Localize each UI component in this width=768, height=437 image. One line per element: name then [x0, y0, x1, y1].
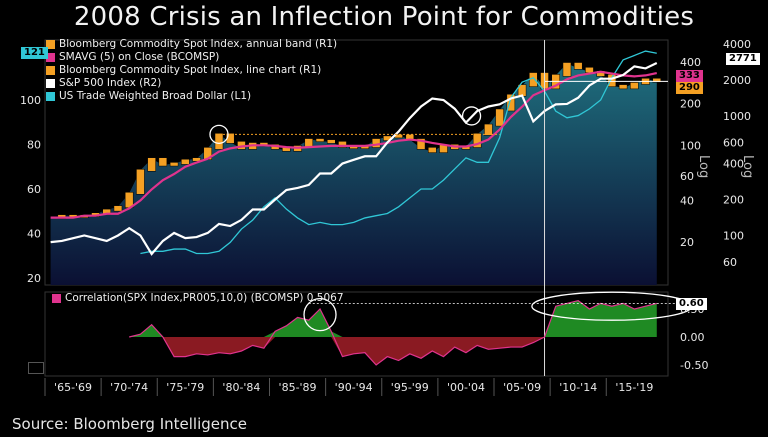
highlight-circle — [209, 124, 229, 144]
commodity-band-bar — [225, 133, 235, 144]
dollar-last-badge: 121 — [21, 47, 48, 59]
legend-swatch — [46, 53, 55, 62]
corr-axis-tick-label: 0.00 — [680, 331, 705, 344]
left-axis-tick-label: 40 — [27, 228, 41, 241]
bcom-last-badge: 290 — [676, 82, 703, 94]
r1-axis-tick-label: 40 — [680, 194, 694, 207]
x-axis-tick-label: '65-'69 — [54, 381, 92, 394]
chart-type-icon[interactable] — [28, 362, 44, 374]
commodity-band-bar — [529, 72, 538, 87]
r1-axis-tick-label: 20 — [680, 236, 694, 249]
commodity-band-bar — [181, 158, 190, 165]
commodity-band-bar — [495, 108, 504, 127]
log-axis-label: Log — [696, 155, 711, 178]
legend-swatch — [46, 40, 55, 49]
legend-label: US Trade Weighted Broad Dollar (L1) — [59, 90, 252, 102]
commodity-band-bar — [607, 74, 617, 87]
r1-axis-tick-label: 200 — [680, 98, 701, 111]
r2-axis-tick-label: 200 — [723, 194, 744, 207]
legend-entry: US Trade Weighted Broad Dollar (L1) — [46, 90, 337, 103]
r2-axis-tick-label: 4000 — [723, 38, 751, 51]
r1-axis-tick-label: 400 — [680, 56, 701, 69]
correlation-legend-swatch — [52, 293, 61, 303]
commodity-band-bar — [315, 138, 325, 142]
correlation-line — [129, 299, 657, 366]
corr-last-badge: 0.60 — [676, 298, 707, 310]
commodity-band-bar — [630, 82, 639, 90]
r2-axis-tick-label: 1000 — [723, 110, 751, 123]
commodity-band-bar — [158, 157, 168, 167]
left-axis-tick-label: 20 — [27, 272, 41, 285]
left-axis-tick-label: 100 — [20, 94, 41, 107]
dollar-line — [140, 50, 657, 255]
commodity-band-bar — [484, 123, 493, 136]
legend-label: SMAVG (5) on Close (BCOMSP) — [59, 51, 220, 63]
x-axis-tick-label: '90-'94 — [335, 381, 373, 394]
commodity-band-bar — [506, 94, 516, 112]
r2-axis-tick-label: 100 — [723, 229, 744, 242]
commodity-band-bar — [136, 169, 145, 195]
commodity-band-bar — [326, 139, 336, 144]
spx-last-badge: 2771 — [726, 53, 760, 65]
r2-axis-tick-label: 400 — [723, 158, 744, 171]
x-axis-tick-label: '70-'74 — [110, 381, 148, 394]
chart-legend: Bloomberg Commodity Spot Index, annual b… — [46, 38, 337, 103]
commodity-band-bar — [585, 67, 594, 74]
r1-axis-tick-label: 100 — [680, 139, 701, 152]
correlation-highlight-circle — [303, 297, 337, 332]
x-axis-tick-label: '95-'99 — [391, 381, 429, 394]
corr-plot-frame — [44, 291, 669, 377]
commodity-band-bar — [147, 157, 156, 172]
commodity-band-bar — [618, 84, 628, 90]
commodity-band-bar — [169, 162, 179, 167]
correlation-legend: Correlation(SPX Index,PR005,10,0) (BCOMS… — [52, 292, 344, 304]
x-axis-tick-label: '10-'14 — [559, 381, 597, 394]
legend-swatch — [46, 66, 55, 75]
x-axis-tick-label: '75-'79 — [166, 381, 204, 394]
commodity-band-bar — [113, 205, 123, 212]
r1-axis-tick-label: 60 — [680, 170, 694, 183]
x-axis-tick-label: '05-'09 — [503, 381, 541, 394]
left-axis-tick-label: 80 — [27, 139, 41, 152]
smavg-last-badge: 333 — [676, 70, 703, 82]
x-axis-tick-label: '80-'84 — [222, 381, 260, 394]
commodity-band-bar — [192, 157, 201, 162]
legend-label: Bloomberg Commodity Spot Index, annual b… — [59, 38, 338, 50]
legend-entry: Bloomberg Commodity Spot Index, line cha… — [46, 64, 337, 77]
commodity-band-bar — [573, 62, 583, 70]
x-axis-tick-label: '85-'89 — [279, 381, 317, 394]
legend-swatch — [46, 92, 55, 101]
highlight-circle — [461, 106, 482, 126]
x-axis-tick-label: '00-'04 — [447, 381, 485, 394]
correlation-legend-label: Correlation(SPX Index,PR005,10,0) (BCOMS… — [65, 292, 344, 304]
corr-axis-tick-label: -0.50 — [680, 359, 708, 372]
legend-label: Bloomberg Commodity Spot Index, line cha… — [59, 64, 322, 76]
legend-label: S&P 500 Index (R2) — [59, 77, 162, 89]
commodity-band-bar — [652, 78, 662, 83]
x-axis-tick-label: '15-'19 — [615, 381, 653, 394]
commodity-band-bar — [371, 138, 381, 148]
smavg-line — [50, 70, 658, 219]
r2-axis-tick-label: 2000 — [723, 74, 751, 87]
legend-entry: SMAVG (5) on Close (BCOMSP) — [46, 51, 337, 64]
commodity-band-bar — [338, 141, 347, 148]
legend-entry: Bloomberg Commodity Spot Index, annual b… — [46, 38, 337, 51]
correlation-negative-area — [129, 337, 657, 365]
left-axis-tick-label: 60 — [27, 183, 41, 196]
r2-axis-tick-label: 60 — [723, 256, 737, 269]
legend-entry: S&P 500 Index (R2) — [46, 77, 337, 90]
commodity-band-bar — [472, 133, 482, 148]
r2-axis-tick-label: 600 — [723, 136, 744, 149]
chart-title: 2008 Crisis an Inflection Point for Comm… — [73, 2, 695, 32]
log-axis-label: Log — [740, 155, 755, 178]
commodity-band-bar — [562, 62, 572, 77]
commodity-band-bar — [416, 138, 426, 150]
commodity-band-bar — [428, 147, 437, 153]
source-note: Source: Bloomberg Intelligence — [12, 415, 247, 433]
commodity-band-bar — [214, 133, 224, 150]
spx-line — [50, 62, 658, 256]
legend-swatch — [46, 79, 55, 88]
